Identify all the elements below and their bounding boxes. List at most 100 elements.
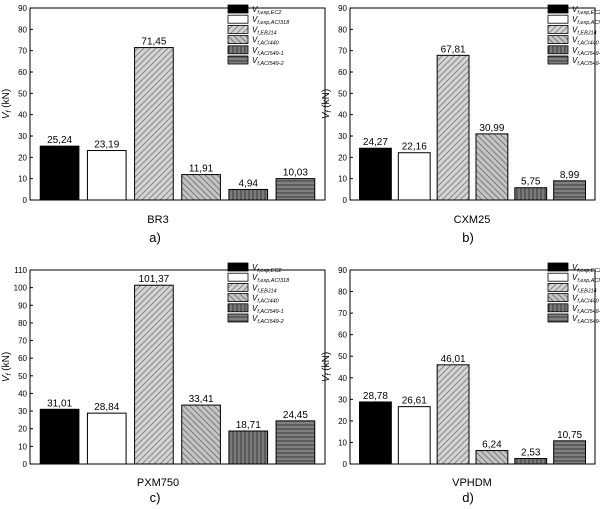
legend-entry: Vf,ACI440 (252, 36, 280, 47)
legend-swatch (227, 35, 249, 44)
y-tick-label: 90 (18, 4, 27, 13)
bar-1 (86, 150, 127, 201)
bar-4 (228, 188, 269, 201)
legend-swatch (227, 272, 249, 282)
bar-value-label: 11,91 (189, 164, 214, 175)
bar-value-label: 5,75 (521, 177, 541, 188)
y-tick-label: 70 (338, 309, 347, 318)
bar-1 (86, 412, 127, 465)
legend-entry: Vf,ACI549-1 (572, 304, 600, 315)
bar-value-label: 101,37 (139, 274, 170, 285)
y-tick-label: 20 (338, 153, 347, 162)
y-tick-label: 90 (338, 4, 347, 13)
bar-value-label: 10,03 (283, 168, 308, 179)
legend-swatch (547, 24, 569, 34)
legend-swatch (547, 293, 569, 303)
bar-value-label: 25,24 (47, 135, 72, 146)
y-tick-label: 40 (338, 374, 347, 383)
y-tick-label: 30 (18, 407, 27, 416)
legend-entry: Vf,ACI440 (572, 36, 600, 47)
bar-5 (553, 440, 587, 465)
bar-value-label: 28,84 (94, 402, 119, 413)
legend-swatch (227, 45, 249, 55)
legend-swatch (547, 262, 569, 272)
legend-entry: Vf,EBJ14 (572, 283, 597, 294)
y-tick-label: 30 (338, 132, 347, 141)
y-tick-label: 90 (338, 266, 347, 275)
legend-entry: Vf,ACI549-1 (252, 46, 284, 57)
y-tick-label: 0 (343, 196, 348, 205)
chart-panel-pxm750: c) PXM750 0 10 20 30 40 50 60 70 80 90 100 110 Vf (k… (1, 262, 326, 505)
legend: Vf,exp,EC2Vf,exp,ACI318Vf,EBJ14Vf,ACI440… (227, 4, 290, 67)
legend-swatch (547, 14, 569, 24)
bar-value-label: 23,19 (94, 140, 119, 151)
y-tick-label: 20 (18, 153, 27, 162)
bar-0 (39, 408, 80, 465)
legend-swatch (547, 4, 569, 14)
legend-swatch (227, 55, 249, 65)
y-tick-label: 60 (18, 354, 27, 363)
legend-entry: Vf,exp,EC2 (252, 5, 282, 16)
bar-value-label: 26,61 (402, 396, 427, 407)
legend-swatch (547, 303, 569, 313)
bar-3 (475, 133, 509, 201)
legend-entry: Vf,ACI440 (572, 294, 600, 305)
legend-entry: Vf,ACI549-2 (252, 314, 284, 325)
chart-panel-vphdm: d) VPHDM 0 10 20 30 40 50 60 70 80 90 Vf (kN) 28,78… (321, 262, 600, 505)
y-tick-label: 80 (18, 319, 27, 328)
plot-frame (349, 269, 596, 465)
panel-d-label: d) (462, 490, 474, 505)
legend-swatch (547, 45, 569, 55)
y-tick-label: 0 (23, 460, 28, 469)
y-tick-label: 50 (338, 352, 347, 361)
chart-panel-cxm25: b) CXM25 0 10 20 30 40 50 60 70 80 90 Vf (kN) 24,27… (321, 4, 600, 245)
bar-value-label: 71,45 (141, 37, 166, 48)
bar-5 (275, 420, 316, 465)
legend-entry: Vf,exp,ACI318 (252, 273, 290, 284)
y-tick-label: 70 (338, 47, 347, 56)
y-axis-label: Vf (kN) (321, 352, 333, 382)
y-tick-label: 40 (18, 389, 27, 398)
bar-1 (397, 406, 431, 465)
legend-swatch (547, 272, 569, 282)
legend-entry: Vf,ACI549-1 (252, 304, 284, 315)
y-tick-label: 20 (18, 425, 27, 434)
y-tick-label: 50 (338, 89, 347, 98)
y-tick-label: 10 (338, 175, 347, 184)
legend-entry: Vf,exp,ACI318 (252, 15, 290, 26)
panel-c-label: c) (150, 490, 161, 505)
bar-3 (181, 404, 221, 465)
y-tick-label: 10 (18, 442, 27, 451)
bar-value-label: 10,75 (557, 430, 582, 441)
legend-swatch (227, 293, 249, 303)
y-tick-label: 70 (18, 47, 27, 56)
y-tick-label: 80 (338, 25, 347, 34)
legend-entry: Vf,EBJ14 (572, 25, 597, 36)
bar-2 (134, 47, 174, 201)
bar-value-label: 18,71 (236, 420, 261, 431)
y-tick-label: 80 (338, 288, 347, 297)
y-tick-label: 60 (338, 68, 347, 77)
y-axis-label: Vf (kN) (1, 352, 13, 382)
legend-swatch (547, 55, 569, 65)
bar-value-label: 22,16 (402, 142, 427, 153)
bar-1 (397, 152, 431, 201)
bar-0 (358, 147, 392, 201)
bar-value-label: 33,41 (189, 394, 214, 405)
bar-2 (134, 284, 174, 465)
legend-entry: Vf,exp,ACI318 (572, 273, 600, 284)
legend-entry: Vf,exp,EC2 (252, 263, 282, 274)
legend-swatch (227, 4, 249, 14)
y-tick-label: 60 (338, 331, 347, 340)
bar-0 (358, 401, 392, 465)
y-tick-label: 80 (18, 25, 27, 34)
legend-entry: Vf,EBJ14 (252, 25, 277, 36)
bar-value-label: 67,81 (441, 44, 466, 55)
panel-b-label: b) (462, 230, 474, 245)
legend-swatch (547, 35, 569, 44)
y-tick-label: 100 (14, 284, 28, 293)
y-tick-label: 60 (18, 68, 27, 77)
legend-swatch (547, 282, 569, 292)
bar-5 (553, 180, 587, 201)
